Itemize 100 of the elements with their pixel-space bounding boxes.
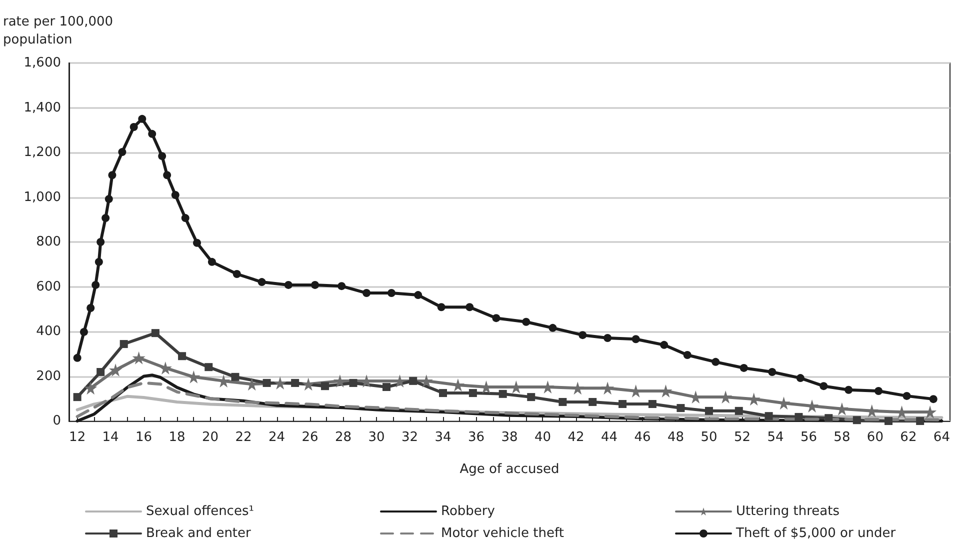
point bbox=[86, 304, 95, 312]
point bbox=[262, 378, 271, 387]
point bbox=[764, 412, 773, 420]
point bbox=[884, 417, 892, 425]
point bbox=[439, 389, 448, 398]
point bbox=[648, 400, 656, 408]
x-tick-label: 54 bbox=[767, 430, 784, 445]
legend-label: Theft of $5,000 or under bbox=[735, 526, 896, 541]
y-axis-title: rate per 100,000 population bbox=[3, 14, 114, 48]
point bbox=[208, 258, 216, 266]
x-tick-label: 18 bbox=[168, 430, 186, 445]
point bbox=[734, 406, 743, 415]
point bbox=[632, 335, 640, 344]
y-tick-label: 400 bbox=[36, 324, 61, 339]
point bbox=[92, 280, 100, 289]
x-tick-label: 34 bbox=[434, 430, 452, 445]
point bbox=[231, 372, 240, 381]
x-tick-label: 64 bbox=[933, 430, 950, 445]
x-tick-label: 28 bbox=[335, 430, 352, 445]
x-tick-label: 30 bbox=[368, 430, 385, 445]
point bbox=[820, 382, 828, 390]
point bbox=[320, 382, 329, 390]
point bbox=[94, 258, 103, 266]
x-tick-label: 42 bbox=[568, 430, 584, 445]
x-tick-label: 46 bbox=[634, 430, 651, 445]
point bbox=[414, 291, 422, 300]
point bbox=[740, 364, 748, 372]
point bbox=[558, 398, 567, 406]
x-tick-label: 60 bbox=[866, 430, 884, 445]
point bbox=[118, 148, 126, 156]
point bbox=[362, 289, 371, 298]
point bbox=[601, 382, 614, 395]
x-tick-label: 24 bbox=[268, 430, 286, 445]
point bbox=[132, 351, 146, 364]
x-tick-label: 62 bbox=[900, 430, 917, 445]
point bbox=[178, 352, 186, 360]
point bbox=[163, 171, 172, 180]
x-tick-label: 26 bbox=[302, 430, 318, 445]
point bbox=[73, 354, 82, 362]
x-tick-label: 58 bbox=[834, 430, 850, 445]
legend-label: Robbery bbox=[441, 504, 496, 519]
point bbox=[302, 378, 315, 391]
point bbox=[916, 417, 924, 425]
point bbox=[96, 238, 105, 246]
point bbox=[522, 318, 530, 326]
point bbox=[73, 393, 82, 402]
y-tick-label: 1,200 bbox=[24, 145, 61, 160]
point bbox=[704, 406, 713, 415]
point bbox=[108, 171, 116, 180]
point bbox=[104, 195, 113, 204]
point bbox=[824, 414, 833, 422]
x-axis-title: Age of accused bbox=[460, 462, 560, 477]
point bbox=[929, 395, 938, 404]
point bbox=[796, 374, 804, 382]
point bbox=[852, 416, 861, 424]
x-tick-label: 22 bbox=[235, 430, 252, 445]
point bbox=[660, 340, 668, 349]
point bbox=[768, 368, 776, 376]
point bbox=[498, 390, 507, 398]
x-tick-label: 50 bbox=[700, 430, 718, 445]
point bbox=[466, 303, 474, 312]
x-tick-label: 56 bbox=[800, 430, 817, 445]
point bbox=[187, 370, 200, 384]
point bbox=[618, 400, 627, 408]
point bbox=[284, 280, 292, 289]
point bbox=[527, 393, 536, 402]
point bbox=[274, 376, 287, 390]
point bbox=[258, 278, 266, 286]
x-tick-label: 32 bbox=[401, 430, 418, 445]
x-tick-label: 38 bbox=[501, 430, 518, 445]
point bbox=[204, 363, 213, 372]
point bbox=[844, 386, 853, 394]
point bbox=[468, 389, 477, 398]
point bbox=[193, 238, 201, 247]
x-tick-label: 40 bbox=[534, 430, 552, 445]
point bbox=[683, 350, 692, 359]
x-tick-label: 16 bbox=[136, 430, 152, 445]
point bbox=[387, 289, 396, 298]
point bbox=[349, 378, 358, 387]
point bbox=[338, 282, 346, 290]
point bbox=[148, 130, 156, 138]
legend-label: Motor vehicle theft bbox=[441, 526, 564, 541]
point bbox=[437, 303, 446, 312]
y-tick-label: 1,400 bbox=[24, 100, 61, 116]
x-tick-label: 52 bbox=[734, 430, 750, 445]
point bbox=[102, 214, 110, 222]
legend-label: Break and enter bbox=[146, 526, 252, 541]
legend-label: Uttering threats bbox=[736, 504, 840, 519]
y-tick-label: 800 bbox=[36, 234, 61, 250]
x-tick-label: 14 bbox=[102, 430, 119, 445]
point bbox=[181, 214, 190, 222]
point bbox=[382, 382, 390, 391]
point bbox=[588, 398, 597, 406]
point bbox=[171, 191, 180, 200]
point bbox=[492, 314, 500, 322]
y-tick-label: 200 bbox=[36, 368, 61, 384]
point bbox=[80, 328, 88, 336]
point bbox=[902, 392, 911, 400]
point bbox=[151, 329, 160, 338]
point bbox=[676, 404, 685, 412]
